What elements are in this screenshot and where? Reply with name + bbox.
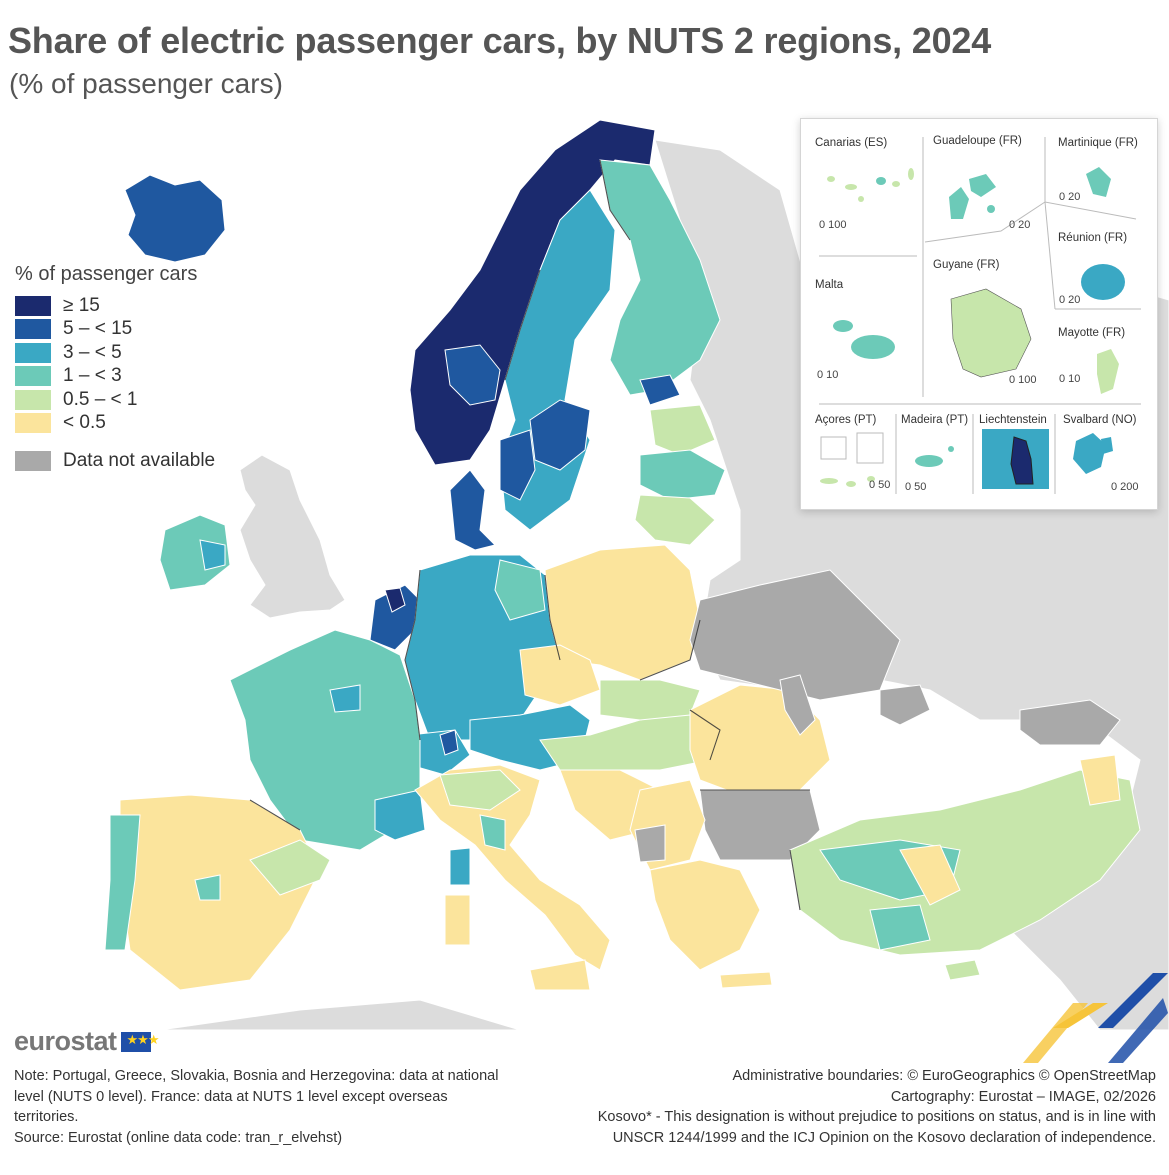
scale-bar-label: 0 10	[1059, 373, 1081, 385]
legend-label-na: Data not available	[63, 449, 216, 471]
scale-bar-label: 0 20	[1059, 294, 1081, 306]
scale-bar-label: 0 200	[1111, 481, 1139, 493]
legend-swatch	[15, 342, 51, 363]
note-line: Note: Portugal, Greece, Slovakia, Bosnia…	[14, 1068, 499, 1084]
inset-label: Liechtenstein	[979, 414, 1047, 426]
legend-item: 0.5 – < 1	[15, 388, 275, 412]
inset-label: Guadeloupe (FR)	[933, 135, 1022, 147]
inset-label: Madeira (PT)	[901, 414, 969, 426]
legend-swatch	[15, 295, 51, 316]
ireland-region	[159, 514, 231, 591]
inset-label: Réunion (FR)	[1058, 232, 1128, 244]
inset-label: Mayotte (FR)	[1058, 327, 1126, 339]
legend-swatch	[15, 366, 51, 387]
corner-stripes-logo	[1023, 973, 1168, 1063]
legend-item-na: Data not available	[15, 449, 275, 473]
scale-bar-label: 0 50	[905, 481, 927, 493]
notes-left: Note: Portugal, Greece, Slovakia, Bosnia…	[14, 1066, 574, 1148]
legend-swatch	[15, 413, 51, 434]
inset-label: Martinique (FR)	[1058, 137, 1138, 149]
inset-label: Açores (PT)	[815, 414, 877, 426]
legend-label: 3 – < 5	[63, 341, 122, 363]
iceland-region	[124, 174, 226, 263]
eurostat-logo: eurostat ★★★	[14, 1026, 159, 1057]
map-subtitle: (% of passenger cars)	[9, 68, 283, 99]
inset-label: Canarias (ES)	[815, 137, 888, 149]
scale-bar-label: 0 50	[869, 479, 891, 491]
source-line: Source: Eurostat (online data code: tran…	[14, 1129, 343, 1146]
scale-bar-label: 0 20	[1059, 191, 1081, 203]
scale-bar-label: 0 100	[1009, 374, 1037, 386]
legend-title: % of passenger cars	[15, 263, 198, 285]
scale-bar-label: 0 20	[1009, 219, 1031, 231]
legend-label: 0.5 – < 1	[63, 388, 138, 410]
legend-item: 3 – < 5	[15, 341, 275, 365]
italy-region	[414, 764, 611, 971]
notes-right: Administrative boundaries: © EuroGeograp…	[516, 1066, 1156, 1148]
note-line: Administrative boundaries: © EuroGeograp…	[732, 1068, 1156, 1084]
note-line: territories.	[14, 1109, 79, 1125]
inset-label: Malta	[815, 279, 844, 291]
legend-swatch-na	[15, 450, 51, 471]
inset-label: Guyane (FR)	[933, 259, 1000, 271]
legend-swatch	[15, 319, 51, 340]
map-title: Share of electric passenger cars, by NUT…	[8, 20, 992, 61]
legend-label: < 0.5	[63, 412, 106, 434]
legend-item: 5 – < 15	[15, 318, 275, 342]
note-line: level (NUTS 0 level). France: data at NU…	[14, 1088, 448, 1105]
legend-item: ≥ 15	[15, 294, 275, 318]
legend-label: 1 – < 3	[63, 365, 122, 387]
eu-flag-icon: ★★★	[120, 1031, 159, 1052]
note-line: Kosovo* - This designation is without pr…	[597, 1109, 1156, 1125]
legend-item: 1 – < 3	[15, 365, 275, 389]
brand-name: eurostat	[14, 1026, 117, 1056]
legend-item: < 0.5	[15, 412, 275, 436]
scale-bar-label: 0 100	[819, 219, 847, 231]
denmark-region	[449, 469, 496, 551]
note-line: UNSCR 1244/1999 and the ICJ Opinion on t…	[612, 1129, 1156, 1146]
legend-label: 5 – < 15	[63, 318, 133, 340]
inset-label: Svalbard (NO)	[1063, 414, 1137, 426]
scale-bar-label: 0 10	[817, 369, 839, 381]
ukraine-region	[689, 569, 901, 701]
note-line: Cartography: Eurostat – IMAGE, 02/2026	[890, 1088, 1156, 1105]
legend-swatch	[15, 389, 51, 410]
inset-panel: Canarias (ES) 0 100 Guadeloupe (FR) 0 20 Mar…	[800, 118, 1158, 510]
greece-region	[649, 859, 761, 971]
legend-label: ≥ 15	[63, 294, 100, 316]
